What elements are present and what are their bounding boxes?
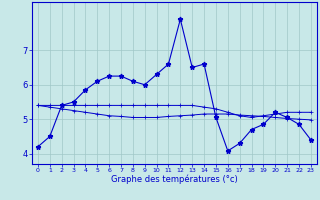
- X-axis label: Graphe des températures (°c): Graphe des températures (°c): [111, 175, 238, 184]
